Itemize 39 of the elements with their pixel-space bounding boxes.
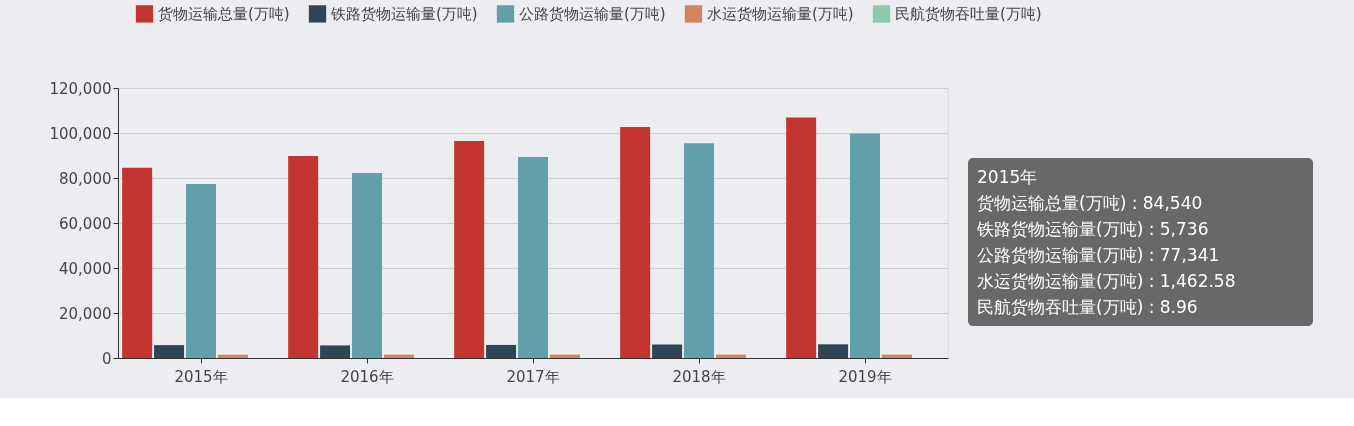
y-tick-label: 80,000 <box>59 169 112 188</box>
bar <box>818 344 849 358</box>
x-tick-label: 2019年 <box>838 367 892 386</box>
y-tick-label: 100,000 <box>49 124 112 143</box>
bar <box>122 167 153 358</box>
y-tick-label: 60,000 <box>59 214 112 233</box>
legend-label: 民航货物吞吐量(万吨) <box>895 4 1042 23</box>
bar <box>217 354 248 358</box>
bar <box>352 173 382 358</box>
bar <box>652 344 683 358</box>
text: 公路货物运输量(万吨) : 77,341 <box>977 245 1220 265</box>
text: 货物运输总量(万吨) : 84,540 <box>977 193 1203 213</box>
bar <box>288 155 319 358</box>
y-tick-label: 20,000 <box>59 304 112 323</box>
bar <box>154 345 185 358</box>
text: 民航货物吞吐量(万吨) : 8.96 <box>977 297 1198 317</box>
bar <box>454 141 485 358</box>
legend-label: 公路货物运输量(万吨) <box>519 4 666 23</box>
bar <box>620 126 651 358</box>
y-tick-label: 40,000 <box>59 259 112 278</box>
legend-label: 货物运输总量(万吨) <box>158 4 290 23</box>
bar <box>518 157 548 358</box>
x-tick-label: 2018年 <box>672 367 726 386</box>
legend-label: 铁路货物运输量(万吨) <box>330 4 478 23</box>
bar <box>684 143 714 358</box>
text: 2015年 <box>977 167 1038 187</box>
text: 水运货物运输量(万吨) : 1,462.58 <box>977 271 1236 291</box>
bar <box>486 344 517 358</box>
text: 铁路货物运输量(万吨) : 5,736 <box>976 219 1209 239</box>
y-tick-label: 120,000 <box>49 79 112 98</box>
bar <box>320 345 351 358</box>
x-tick-label: 2017年 <box>506 367 560 386</box>
bar <box>186 183 216 358</box>
bar <box>850 133 880 358</box>
x-tick-label: 2015年 <box>174 367 228 386</box>
bar <box>786 117 817 358</box>
legend-label: 水运货物运输量(万吨) <box>707 4 854 23</box>
y-tick-label: 0 <box>101 349 112 368</box>
x-tick-label: 2016年 <box>340 367 394 386</box>
